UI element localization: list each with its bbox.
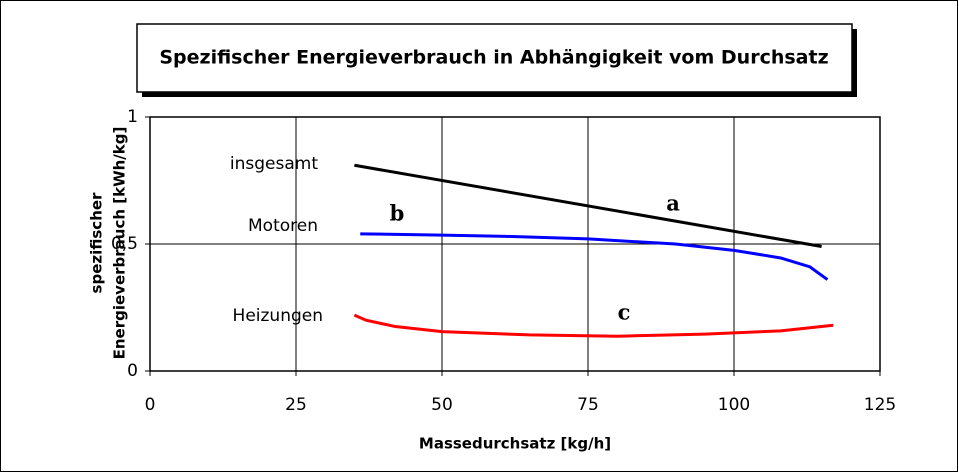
x-tick-label: 0 <box>145 395 156 415</box>
x-tick-label: 75 <box>577 395 599 415</box>
x-axis-label: Massedurchsatz [kg/h] <box>419 435 611 453</box>
y-axis-label: Energieverbrauch [kWh/kg] <box>111 127 129 360</box>
annotation: b <box>390 201 405 226</box>
series-label: Motoren <box>248 216 318 236</box>
annotation: a <box>666 191 680 216</box>
chart-title: Spezifischer Energieverbrauch in Abhängi… <box>159 47 828 69</box>
line <box>353 313 834 338</box>
series-label: Heizungen <box>233 306 323 326</box>
x-tick-label: 50 <box>431 395 453 415</box>
title-box <box>136 23 853 93</box>
x-tick-label: 100 <box>718 395 750 415</box>
line <box>354 163 822 249</box>
line <box>360 232 829 281</box>
plot-area <box>149 116 881 372</box>
x-tick-label: 25 <box>285 395 307 415</box>
x-tick-label: 125 <box>864 395 896 415</box>
y-tick-label: 1 <box>127 107 138 127</box>
y-axis-label: spezifischer <box>88 192 106 294</box>
annotation: c <box>618 300 631 325</box>
y-tick-label: 0 <box>127 361 138 381</box>
y-tick-label: 0,5 <box>111 234 138 254</box>
series-label: insgesamt <box>230 154 318 174</box>
